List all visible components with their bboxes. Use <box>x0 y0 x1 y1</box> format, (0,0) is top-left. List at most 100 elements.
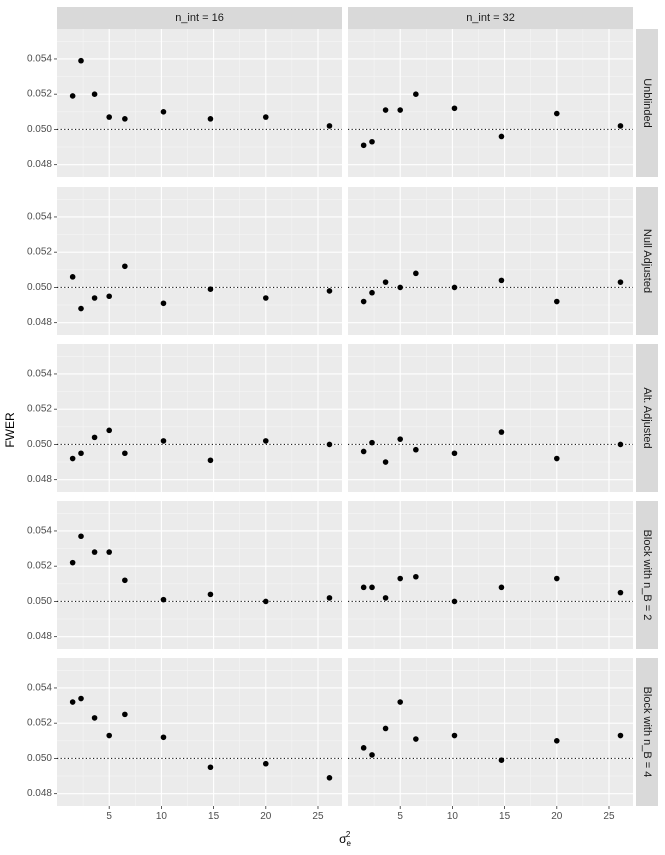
data-point <box>106 114 112 120</box>
x-tick-label: 25 <box>603 811 615 822</box>
data-point <box>78 695 84 702</box>
y-tick-label: 0.048 <box>27 631 52 642</box>
data-point <box>451 598 458 605</box>
panel-r3-c1 <box>57 344 342 492</box>
data-point <box>326 441 333 448</box>
data-point <box>369 584 375 591</box>
panel-background <box>348 658 633 806</box>
panel-r5-c2 <box>348 658 633 806</box>
column-strip-label: n_int = 32 <box>466 12 515 24</box>
data-point <box>498 277 505 284</box>
data-point <box>69 274 76 280</box>
panel-background <box>57 501 342 649</box>
panels-layer <box>57 29 633 806</box>
data-point <box>69 455 76 462</box>
panel-r2-c2 <box>348 187 633 335</box>
data-point <box>262 295 269 301</box>
data-point <box>498 757 505 763</box>
data-point <box>553 298 560 305</box>
x-axis-title: σe2 <box>339 830 351 848</box>
x-tick-label: 20 <box>260 811 272 822</box>
data-point <box>498 584 505 591</box>
y-tick-label: 0.054 <box>27 368 52 379</box>
data-point <box>553 455 560 462</box>
row-strip-label: Block with n_B = 4 <box>641 687 653 778</box>
row-strip-background <box>636 658 658 806</box>
row-strip-label: Null Adjusted <box>641 229 653 293</box>
data-point <box>326 288 333 294</box>
data-point <box>360 298 367 305</box>
x-axis-title-superscript: 2 <box>346 830 351 839</box>
panel-background <box>57 344 342 492</box>
data-point <box>78 450 84 457</box>
data-point <box>207 457 214 464</box>
data-point <box>106 732 112 739</box>
data-point <box>413 91 419 97</box>
y-axis-title: FWER <box>3 412 17 448</box>
data-point <box>498 133 505 140</box>
y-tick-label: 0.054 <box>27 53 52 64</box>
data-point <box>78 57 84 64</box>
data-point <box>451 284 458 291</box>
data-point <box>397 436 403 442</box>
row-strip: Unblinded <box>636 29 658 177</box>
x-tick-label: 25 <box>312 811 324 822</box>
points-layer <box>69 57 624 781</box>
data-point <box>78 533 84 540</box>
data-point <box>451 732 458 739</box>
data-point <box>262 760 269 767</box>
data-point <box>617 279 624 285</box>
data-point <box>160 734 167 741</box>
data-point <box>106 427 112 434</box>
data-point <box>397 107 403 113</box>
row-strip-label: Unblinded <box>641 78 653 128</box>
data-point <box>382 459 389 465</box>
data-point <box>122 116 128 122</box>
row-strip: Block with n_B = 2 <box>636 501 658 649</box>
y-tick-label: 0.050 <box>27 596 52 607</box>
data-point <box>122 263 128 270</box>
data-point <box>122 577 128 584</box>
row-strip: Null Adjusted <box>636 187 658 335</box>
y-tick-label: 0.050 <box>27 439 52 450</box>
panel-r1-c2 <box>348 29 633 177</box>
data-point <box>382 279 389 285</box>
data-point <box>207 286 214 292</box>
data-point <box>397 699 403 705</box>
data-point <box>617 123 624 129</box>
y-tick-label: 0.052 <box>27 718 52 729</box>
row-strip-label: Block with n_B = 2 <box>641 530 653 621</box>
data-point <box>122 711 128 718</box>
panel-background <box>348 187 633 335</box>
data-point <box>382 595 389 601</box>
strips-layer: Unblinded Null Adjusted Alt. Adjusted Block… <box>57 7 658 806</box>
data-point <box>382 107 389 113</box>
data-point <box>262 438 269 444</box>
data-point <box>207 764 214 771</box>
data-point <box>91 715 98 721</box>
y-tick-label: 0.048 <box>27 317 52 328</box>
data-point <box>360 584 367 591</box>
data-point <box>413 270 419 277</box>
data-point <box>326 775 333 781</box>
data-point <box>451 105 458 112</box>
column-strip-label: n_int = 16 <box>175 12 224 24</box>
panel-r4-c2 <box>348 501 633 649</box>
data-point <box>553 575 560 582</box>
data-point <box>413 736 419 742</box>
x-tick-label: 15 <box>208 811 220 822</box>
row-strip-background <box>636 187 658 335</box>
data-point <box>326 123 333 129</box>
data-point <box>617 589 624 596</box>
panel-background <box>57 29 342 177</box>
column-strip-background <box>348 7 633 29</box>
panel-background <box>348 344 633 492</box>
y-tick-label: 0.048 <box>27 474 52 485</box>
row-strip-background <box>636 29 658 177</box>
panel-background <box>348 501 633 649</box>
data-point <box>160 109 167 115</box>
panel-r4-c1 <box>57 501 342 649</box>
data-point <box>69 559 76 566</box>
data-point <box>91 91 98 97</box>
